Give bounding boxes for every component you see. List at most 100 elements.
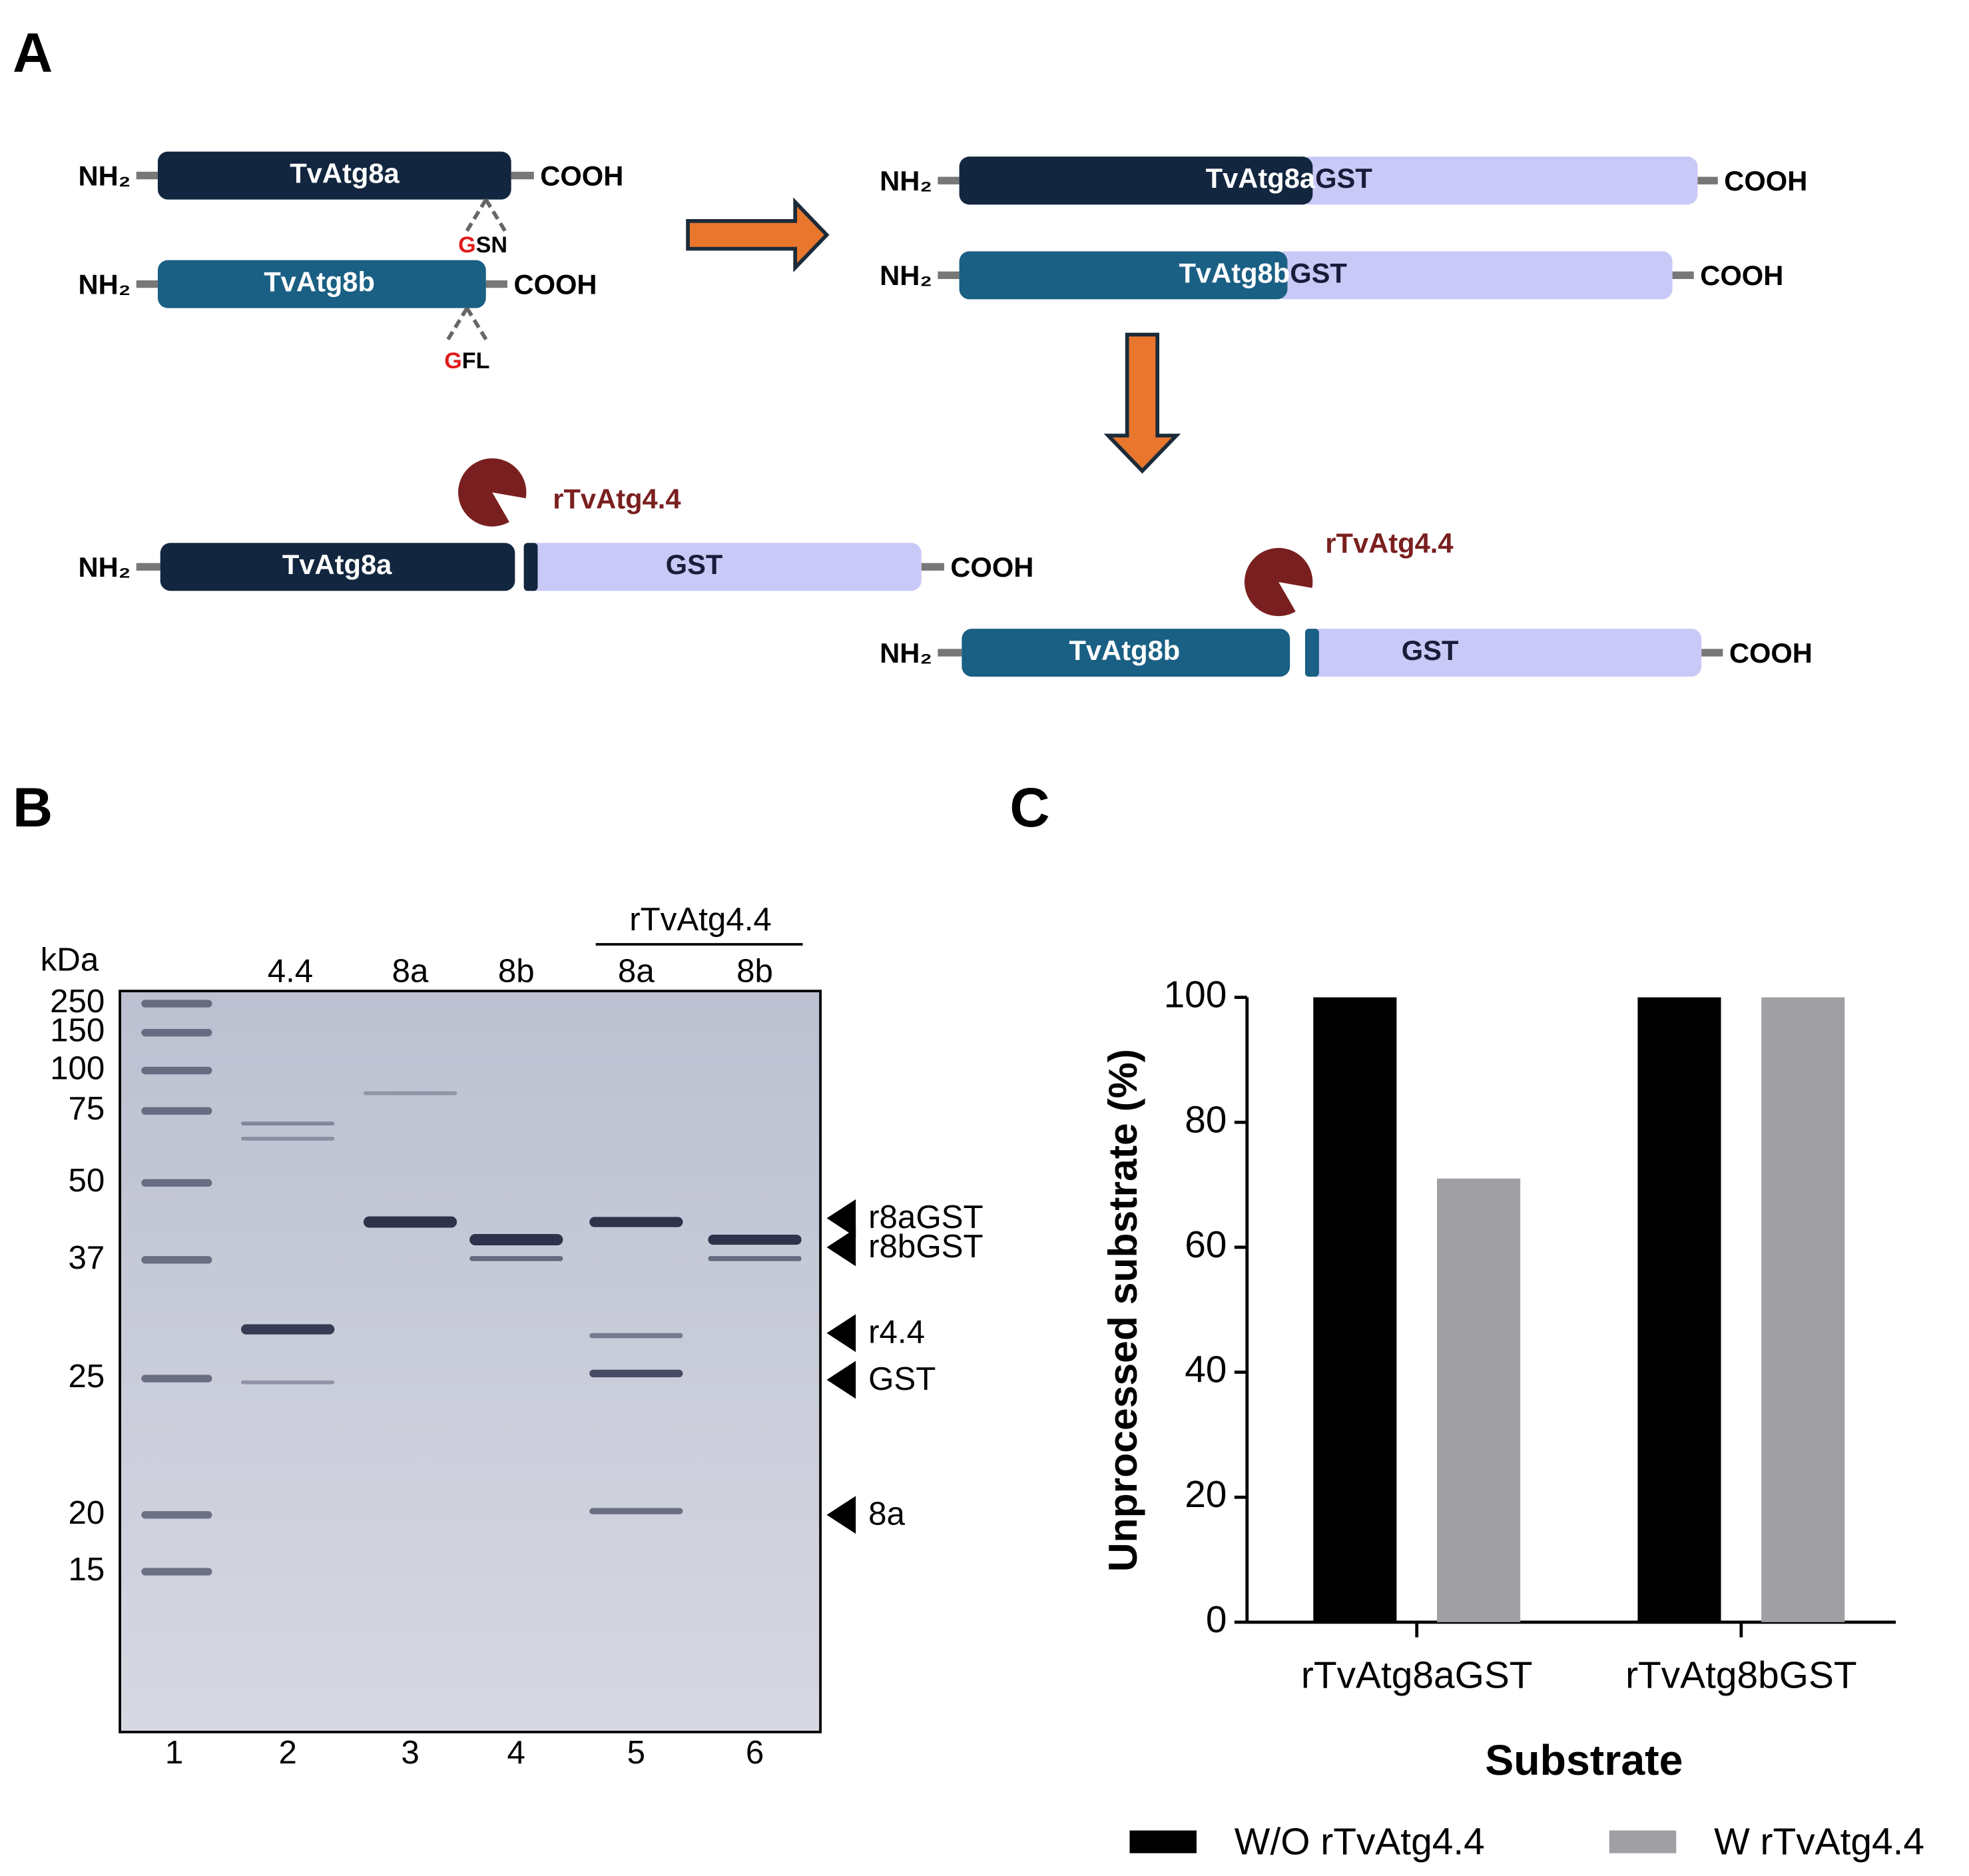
lane-header: 8b bbox=[736, 953, 773, 990]
c-terminus: COOH bbox=[1700, 260, 1783, 291]
cleavage-stub bbox=[523, 543, 538, 591]
protein-name: TvAtg8b bbox=[1069, 635, 1181, 666]
n-terminus: NH₂ bbox=[880, 165, 932, 196]
gst-domain bbox=[1274, 251, 1673, 300]
bar bbox=[1761, 997, 1845, 1622]
c-terminus: COOH bbox=[540, 160, 623, 191]
gel-band bbox=[241, 1137, 335, 1141]
marker-band bbox=[141, 1375, 212, 1383]
group-label: rTvAtg4.4 bbox=[629, 901, 772, 938]
atg8-domain bbox=[959, 251, 1288, 300]
atg8-domain bbox=[160, 543, 515, 591]
y-tick-label: 100 bbox=[1164, 974, 1227, 1016]
gel-band bbox=[241, 1380, 335, 1385]
bar bbox=[1313, 997, 1397, 1622]
marker-band bbox=[141, 1568, 212, 1576]
cleavage-stub bbox=[1304, 629, 1319, 677]
marker-band bbox=[141, 1000, 212, 1008]
arrow-down bbox=[1103, 332, 1181, 474]
protein-name: TvAtg8a bbox=[290, 158, 400, 189]
y-tick-label: 60 bbox=[1185, 1224, 1227, 1266]
cleavage-dash bbox=[465, 307, 490, 345]
n-terminus: NH₂ bbox=[79, 268, 131, 300]
protein-name: TvAtg8b bbox=[264, 266, 375, 298]
marker-band bbox=[141, 1256, 212, 1264]
gel-band bbox=[708, 1234, 802, 1245]
gel-band bbox=[241, 1324, 335, 1335]
protein-name: TvAtg8b bbox=[1179, 257, 1290, 288]
protease-name: rTvAtg4.4 bbox=[1325, 527, 1453, 559]
cleavage-dash bbox=[484, 198, 509, 236]
marker-label: 250 bbox=[50, 983, 105, 1020]
panel-label: B bbox=[13, 777, 53, 838]
arrow-right bbox=[686, 197, 830, 273]
panel-label: C bbox=[1009, 777, 1049, 838]
gel bbox=[119, 990, 822, 1733]
site-glycine: G bbox=[458, 232, 476, 258]
c-terminus: COOH bbox=[1729, 637, 1813, 669]
gst-domain bbox=[1306, 629, 1702, 677]
marker-label: 150 bbox=[50, 1012, 105, 1049]
cleavage-site: GSN bbox=[458, 232, 507, 258]
tag-name: GST bbox=[1315, 162, 1372, 194]
bar bbox=[1637, 997, 1721, 1622]
lane-number: 4 bbox=[507, 1734, 525, 1771]
band-arrow bbox=[826, 1314, 856, 1353]
site-residues: FL bbox=[462, 348, 490, 374]
marker-label: 20 bbox=[69, 1494, 105, 1531]
gel-band bbox=[589, 1369, 683, 1378]
marker-label: 37 bbox=[69, 1239, 105, 1276]
lane-header: 8b bbox=[498, 953, 535, 990]
legend-swatch bbox=[1129, 1830, 1197, 1853]
legend-swatch bbox=[1609, 1830, 1677, 1853]
lane-header: 8a bbox=[618, 953, 655, 990]
gel-band bbox=[469, 1256, 563, 1261]
marker-band bbox=[141, 1028, 212, 1037]
band-label: GST bbox=[868, 1361, 936, 1397]
gel-band bbox=[363, 1091, 457, 1095]
atg8-domain bbox=[157, 260, 486, 308]
marker-band bbox=[141, 1066, 212, 1075]
n-terminus: NH₂ bbox=[880, 637, 932, 669]
cleavage-dash bbox=[443, 307, 469, 345]
cleavage-site: GFL bbox=[444, 348, 489, 374]
tag-name: GST bbox=[1402, 635, 1459, 666]
c-terminus: COOH bbox=[513, 268, 597, 300]
x-axis-label: Substrate bbox=[1485, 1736, 1683, 1784]
lane-header: 4.4 bbox=[268, 953, 314, 990]
c-terminus: COOH bbox=[950, 551, 1033, 583]
marker-label: 100 bbox=[50, 1050, 105, 1087]
site-glycine: G bbox=[444, 348, 462, 374]
protease-icon bbox=[458, 458, 527, 527]
gel-band bbox=[241, 1121, 335, 1125]
y-tick-label: 20 bbox=[1185, 1474, 1227, 1516]
lane-number: 2 bbox=[278, 1734, 296, 1771]
lane-number: 3 bbox=[401, 1734, 419, 1771]
gel-band bbox=[589, 1333, 683, 1339]
protein-name: TvAtg8a bbox=[1206, 162, 1316, 194]
y-axis-label: Unprocessed substrate (%) bbox=[1100, 1049, 1145, 1572]
marker-label: 50 bbox=[69, 1162, 105, 1199]
gel-band bbox=[589, 1217, 683, 1227]
y-tick-label: 40 bbox=[1185, 1349, 1227, 1391]
n-terminus: NH₂ bbox=[880, 260, 932, 291]
band-label: r8aGST bbox=[868, 1199, 983, 1235]
n-terminus: NH₂ bbox=[79, 551, 131, 583]
marker-label: 15 bbox=[69, 1551, 105, 1588]
atg8-domain bbox=[959, 156, 1313, 205]
cleavage-dash bbox=[463, 198, 488, 236]
legend-label: W rTvAtg4.4 bbox=[1714, 1821, 1924, 1863]
lane-number: 6 bbox=[746, 1734, 764, 1771]
band-arrow bbox=[826, 1496, 856, 1534]
c-terminus: COOH bbox=[1724, 165, 1807, 196]
band-arrow bbox=[826, 1361, 856, 1399]
marker-label: 25 bbox=[69, 1358, 105, 1395]
gst-domain bbox=[525, 543, 922, 591]
band-arrow bbox=[826, 1228, 856, 1267]
panel-label: A bbox=[13, 21, 53, 83]
gel-band bbox=[589, 1508, 683, 1514]
marker-band bbox=[141, 1179, 212, 1187]
y-tick-label: 80 bbox=[1185, 1099, 1227, 1141]
legend-label: W/O rTvAtg4.4 bbox=[1235, 1821, 1485, 1863]
